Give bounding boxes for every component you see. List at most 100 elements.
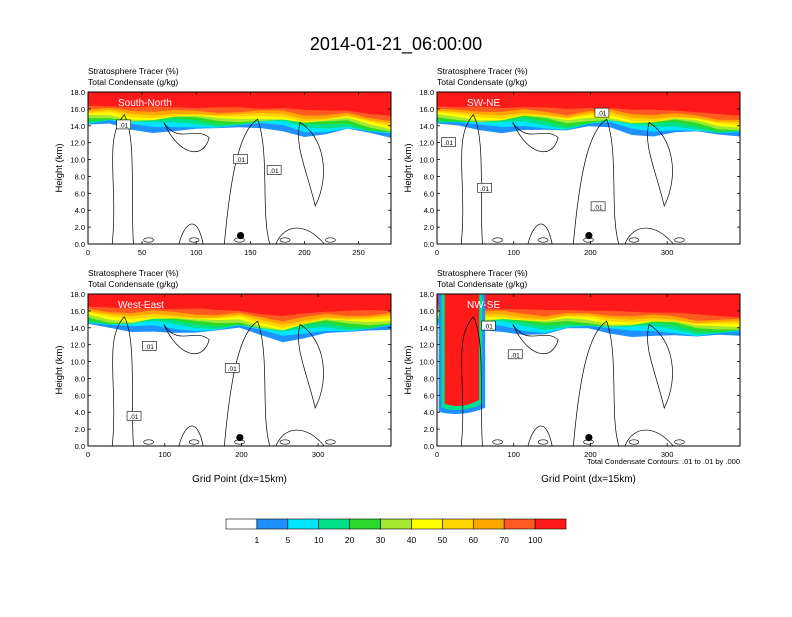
y-tick-label: 16.0 <box>70 105 85 114</box>
y-tick-label: 4.0 <box>75 206 85 215</box>
plot-area <box>88 294 391 446</box>
figure-title: 2014-01-21_06:00:00 <box>310 34 482 55</box>
colorbar-box <box>287 518 320 530</box>
plot-frame <box>87 293 392 447</box>
y-tick-label: 6.0 <box>75 391 85 400</box>
y-tick-label: 14.0 <box>70 324 85 333</box>
condensate-contour <box>111 316 134 446</box>
y-axis-label: Height (km) <box>403 143 414 192</box>
colorbar-label: 1 <box>255 535 260 545</box>
condensate-contour-blob <box>628 439 640 445</box>
contour-label-text: .01 <box>236 157 245 164</box>
colorbar-box <box>349 518 381 530</box>
condensate-contour <box>163 122 210 153</box>
x-tick-label: 150 <box>244 248 257 257</box>
y-tick-label: 2.0 <box>424 425 434 434</box>
location-marker <box>585 433 593 442</box>
condensate-contour <box>527 425 553 446</box>
contour-label: .01 <box>233 154 248 164</box>
plot-frame <box>87 91 392 245</box>
x-tick-label: 0 <box>86 450 90 459</box>
condensate-contour-blob <box>279 237 291 243</box>
contour-label-box <box>126 411 142 421</box>
x-tick-label: 0 <box>435 248 439 257</box>
y-tick-label: 2.0 <box>75 425 85 434</box>
contour-label: .01 <box>224 363 240 373</box>
colorbar-box <box>503 518 536 530</box>
y-tick-label: 4.0 <box>424 206 434 215</box>
colorbar-label: 5 <box>285 535 290 545</box>
y-tick-label: 10.0 <box>419 156 434 165</box>
contour-label-box <box>481 320 496 331</box>
condensate-contour-blob <box>279 439 291 445</box>
x-tick-label: 300 <box>312 450 325 459</box>
colorbar-box <box>380 518 412 530</box>
y-tick-label: 0.0 <box>424 442 434 451</box>
x-tick-label: 100 <box>158 450 171 459</box>
condensate-contour <box>624 429 674 446</box>
colorbar-label: 40 <box>407 535 417 545</box>
condensate-contour <box>163 324 210 355</box>
panel-label: South-North <box>118 98 172 109</box>
y-tick-label: 12.0 <box>70 341 85 350</box>
panel-sw-ne: SW-NE Stratosphere Tracer (%)Total Conden… <box>403 66 741 257</box>
y-tick-label: 12.0 <box>419 341 434 350</box>
condensate-contour <box>275 227 325 244</box>
y-tick-label: 10.0 <box>419 358 434 367</box>
condensate-contour-blob <box>143 439 154 445</box>
tracer-band-10 <box>88 294 391 316</box>
contour-label: .01 <box>481 320 496 331</box>
condensate-contour <box>647 121 673 208</box>
y-tick-label: 10.0 <box>70 358 85 367</box>
condensate-contour <box>647 323 673 410</box>
colorbar-box <box>411 518 443 530</box>
x-tick-label: 100 <box>190 248 203 257</box>
y-tick-label: 16.0 <box>70 307 85 316</box>
condensate-contour <box>624 227 674 244</box>
contour-label: .01 <box>441 137 456 147</box>
plot-area <box>437 92 740 244</box>
contour-label: .01 <box>266 165 282 175</box>
y-tick-label: 14.0 <box>70 122 85 131</box>
x-tick-label: 100 <box>507 248 520 257</box>
contour-label: .01 <box>126 411 142 421</box>
location-marker <box>585 231 593 240</box>
contour-label-box <box>233 154 248 164</box>
colorbar-label: 50 <box>438 535 448 545</box>
contour-label-text: .01 <box>444 140 453 147</box>
contour-label-box <box>507 349 523 360</box>
contour-label-box <box>594 107 610 118</box>
colorbar-label: 60 <box>469 535 479 545</box>
condensate-contour-blob <box>325 439 336 445</box>
x-tick-label: 200 <box>235 450 248 459</box>
colorbar-box <box>534 518 567 530</box>
y-tick-label: 6.0 <box>424 189 434 198</box>
contour-label-text: .01 <box>480 186 489 193</box>
contour-label-text: .01 <box>228 366 237 373</box>
contour-label: .01 <box>594 107 610 118</box>
condensate-contour-blob <box>188 439 200 445</box>
y-tick-label: 0.0 <box>424 240 434 249</box>
x-tick-label: 300 <box>661 248 674 257</box>
colorbar-box <box>256 518 289 530</box>
condensate-contour-blob <box>325 237 336 243</box>
panel-title-line: Stratosphere Tracer (%) <box>88 268 179 278</box>
panel-title-line: Total Condensate (g/kg) <box>88 279 178 289</box>
colorbar-label: 70 <box>499 535 509 545</box>
condensate-contour <box>178 425 204 446</box>
plot-frame <box>436 293 741 447</box>
x-tick-label: 250 <box>352 248 365 257</box>
condensate-contour-blob <box>674 439 685 445</box>
x-tick-label: 200 <box>584 450 597 459</box>
contour-label-box <box>590 201 606 212</box>
panel-title-line: Stratosphere Tracer (%) <box>437 66 528 76</box>
y-axis-label: Height (km) <box>403 345 414 394</box>
y-tick-label: 2.0 <box>75 223 85 232</box>
y-tick-label: 6.0 <box>75 189 85 198</box>
colorbar-box <box>442 518 474 530</box>
condensate-contour-blob <box>492 439 503 445</box>
y-tick-label: 0.0 <box>75 240 85 249</box>
